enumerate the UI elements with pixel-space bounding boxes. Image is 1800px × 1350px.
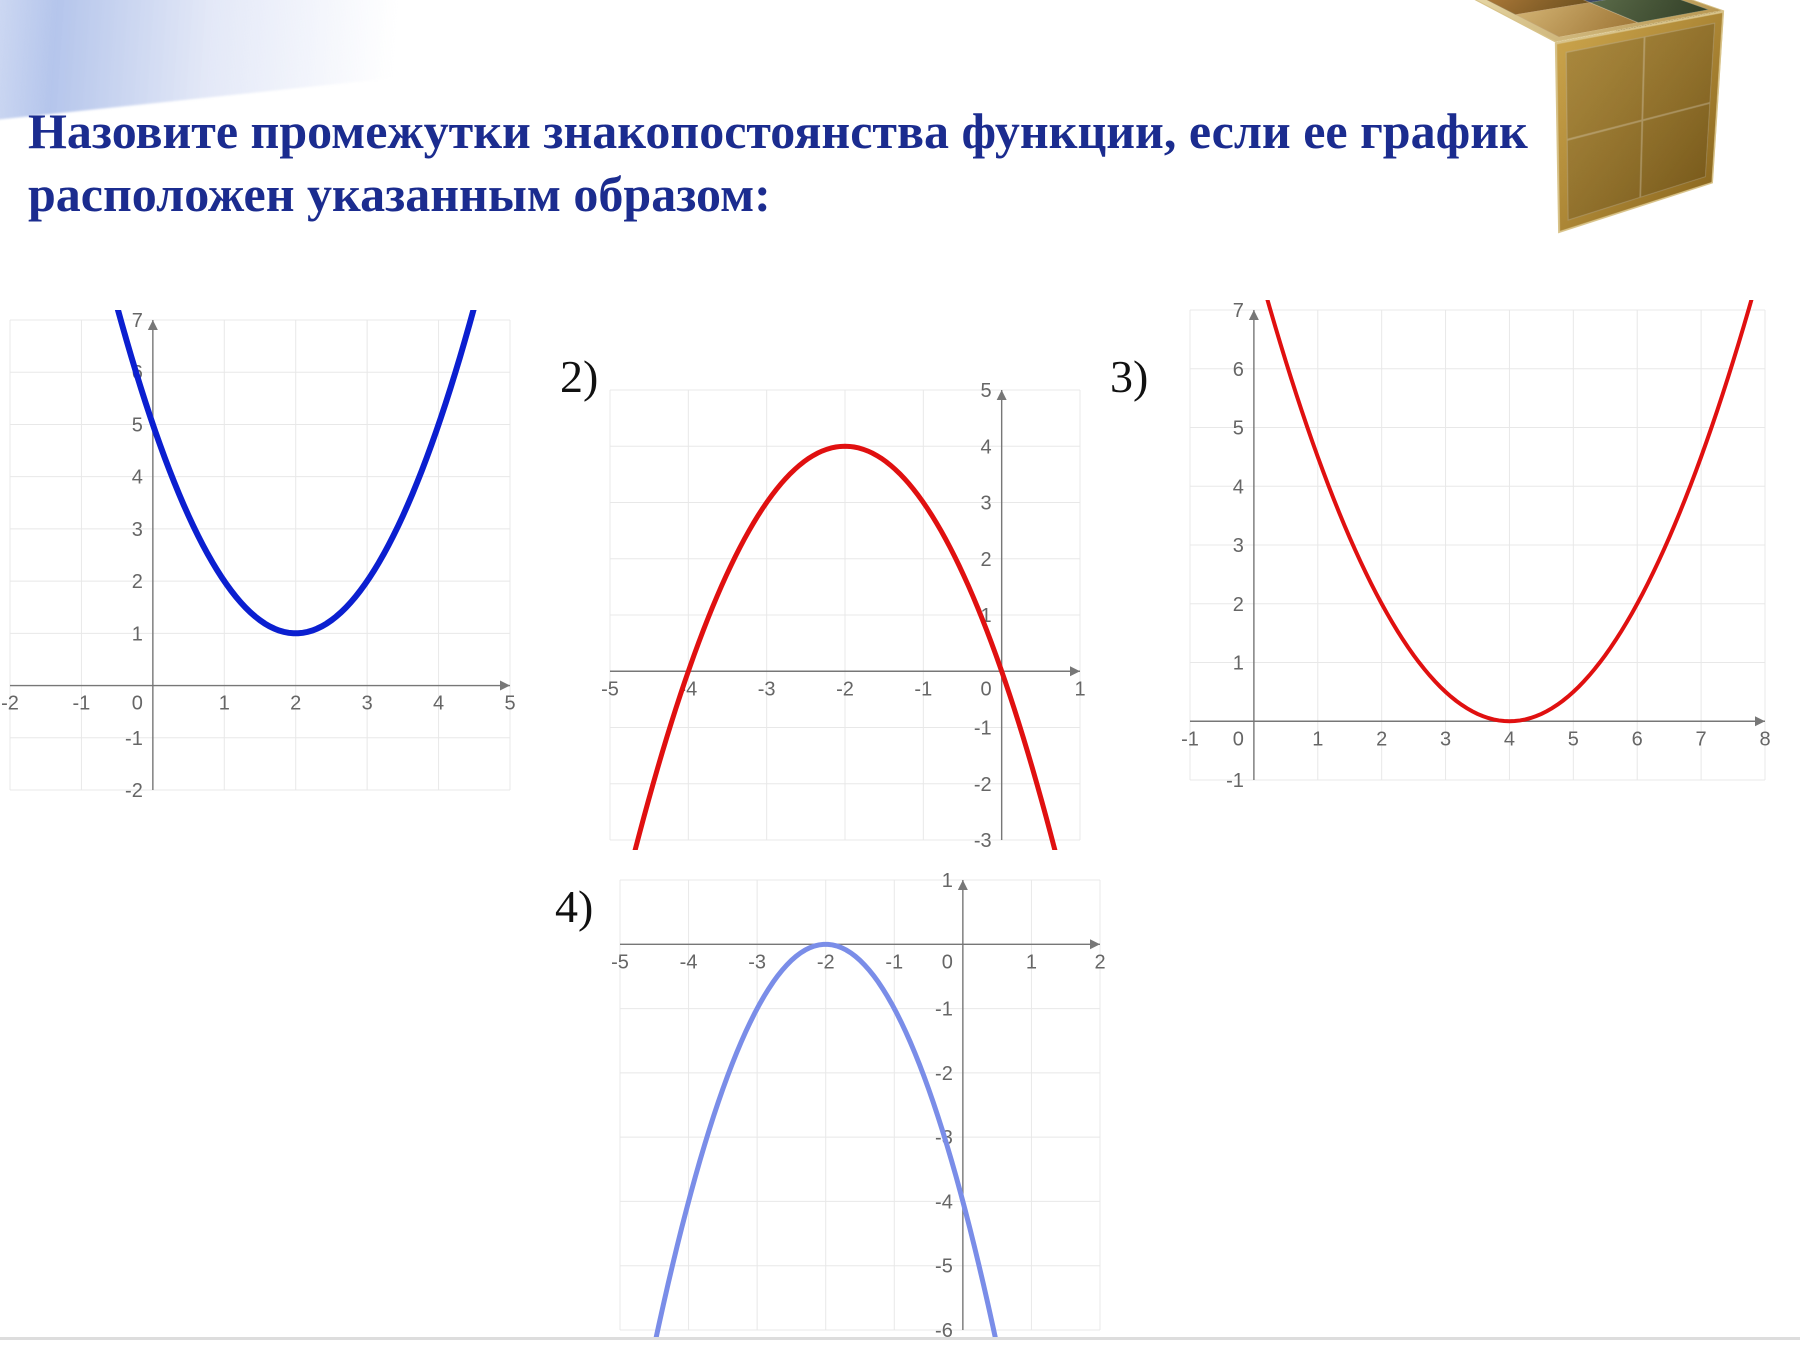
svg-text:7: 7 — [1233, 300, 1244, 322]
svg-text:-1: -1 — [1181, 728, 1199, 750]
svg-text:-2: -2 — [836, 678, 854, 700]
svg-text:-3: -3 — [748, 951, 766, 973]
svg-text:4: 4 — [981, 436, 992, 458]
svg-text:0: 0 — [1233, 728, 1244, 750]
chart-2-label: 2) — [560, 350, 598, 403]
svg-text:1: 1 — [1074, 678, 1085, 700]
chart-2: -5-4-3-2-11-3-2-1123450 — [600, 380, 1090, 850]
svg-text:-2: -2 — [974, 774, 992, 796]
svg-text:0: 0 — [942, 951, 953, 973]
svg-text:-4: -4 — [935, 1191, 953, 1213]
svg-text:-2: -2 — [1, 693, 19, 715]
svg-text:-2: -2 — [817, 951, 835, 973]
svg-text:4: 4 — [1504, 728, 1515, 750]
svg-text:1: 1 — [219, 693, 230, 715]
chart-4: -5-4-3-2-112-6-5-4-3-2-110 — [610, 870, 1110, 1340]
svg-text:2: 2 — [981, 549, 992, 571]
chart-4-label: 4) — [555, 880, 593, 933]
svg-text:2: 2 — [290, 693, 301, 715]
svg-text:2: 2 — [132, 571, 143, 593]
svg-text:5: 5 — [504, 693, 515, 715]
svg-text:7: 7 — [132, 310, 143, 332]
svg-text:-1: -1 — [885, 951, 903, 973]
svg-text:2: 2 — [1094, 951, 1105, 973]
svg-text:0: 0 — [132, 693, 143, 715]
svg-text:1: 1 — [942, 870, 953, 892]
svg-text:3: 3 — [1440, 728, 1451, 750]
svg-text:-3: -3 — [974, 830, 992, 850]
svg-text:-5: -5 — [935, 1256, 953, 1278]
svg-text:-5: -5 — [611, 951, 629, 973]
svg-text:-2: -2 — [125, 780, 143, 800]
svg-text:2: 2 — [1233, 594, 1244, 616]
svg-text:1: 1 — [1233, 653, 1244, 675]
svg-text:5: 5 — [132, 414, 143, 436]
svg-text:3: 3 — [981, 493, 992, 515]
svg-text:3: 3 — [132, 519, 143, 541]
svg-text:-4: -4 — [680, 951, 698, 973]
svg-text:6: 6 — [1233, 359, 1244, 381]
svg-text:5: 5 — [1233, 418, 1244, 440]
svg-text:1: 1 — [1026, 951, 1037, 973]
svg-text:4: 4 — [433, 693, 444, 715]
page-title: Назовите промежутки знакопостоянства фун… — [28, 100, 1760, 225]
svg-text:4: 4 — [132, 467, 143, 489]
svg-text:-2: -2 — [935, 1063, 953, 1085]
svg-text:0: 0 — [981, 678, 992, 700]
svg-text:3: 3 — [1233, 535, 1244, 557]
svg-text:7: 7 — [1696, 728, 1707, 750]
svg-text:-1: -1 — [1226, 770, 1244, 790]
svg-text:2: 2 — [1376, 728, 1387, 750]
svg-text:5: 5 — [1568, 728, 1579, 750]
svg-text:-1: -1 — [974, 718, 992, 740]
svg-text:1: 1 — [132, 623, 143, 645]
svg-text:6: 6 — [1632, 728, 1643, 750]
svg-text:8: 8 — [1759, 728, 1770, 750]
svg-text:1: 1 — [1312, 728, 1323, 750]
svg-text:-1: -1 — [125, 728, 143, 750]
svg-text:5: 5 — [981, 380, 992, 402]
chart-1: -2-112345-2-112345670 — [0, 310, 520, 800]
svg-text:-3: -3 — [758, 678, 776, 700]
svg-text:-1: -1 — [935, 999, 953, 1021]
svg-text:-1: -1 — [73, 693, 91, 715]
svg-text:-1: -1 — [914, 678, 932, 700]
chart-3: -1 1 2 3 4 5 6 7 8 -1 1 2 3 4 5 6 7 0 — [1180, 300, 1775, 790]
svg-text:3: 3 — [362, 693, 373, 715]
footer-divider — [0, 1337, 1800, 1340]
svg-text:-5: -5 — [601, 678, 619, 700]
chart-3-label: 3) — [1110, 350, 1148, 403]
svg-text:4: 4 — [1233, 476, 1244, 498]
